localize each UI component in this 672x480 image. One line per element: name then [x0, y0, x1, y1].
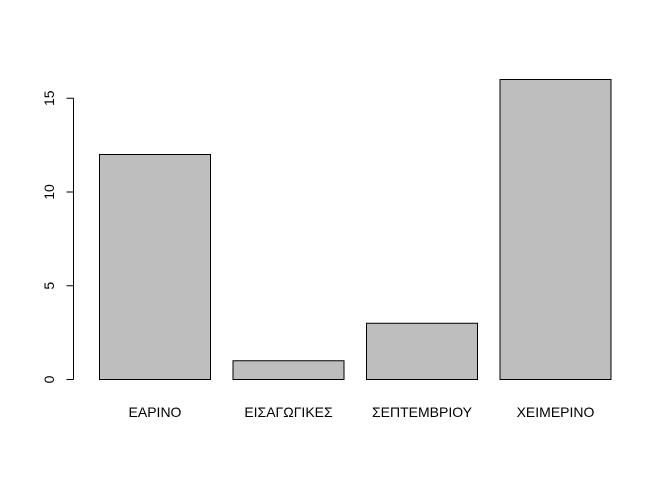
x-tick-label: ΧΕΙΜΕΡΙΝΟ: [517, 404, 595, 420]
x-tick-label: ΕΙΣΑΓΩΓΙΚΕΣ: [244, 404, 333, 420]
bar-2: [366, 322, 478, 380]
x-axis-labels: ΕΑΡΙΝΟ ΕΙΣΑΓΩΓΙΚΕΣ ΣΕΠΤΕΜΒΡΙΟΥ ΧΕΙΜΕΡΙΝΟ: [129, 404, 595, 420]
y-tick-label: 5: [41, 282, 57, 290]
bar-1: [232, 360, 345, 380]
bar-3: [499, 79, 612, 380]
y-tick-label: 15: [41, 90, 57, 106]
bars-layer: [99, 79, 612, 380]
y-axis: 0 5 10 15: [41, 90, 74, 383]
y-tick-label: 10: [41, 184, 57, 200]
x-tick-label: ΕΑΡΙΝΟ: [129, 404, 182, 420]
x-tick-label: ΣΕΠΤΕΜΒΡΙΟΥ: [372, 404, 473, 420]
y-tick-label: 0: [41, 375, 57, 383]
bar-0: [99, 154, 211, 380]
